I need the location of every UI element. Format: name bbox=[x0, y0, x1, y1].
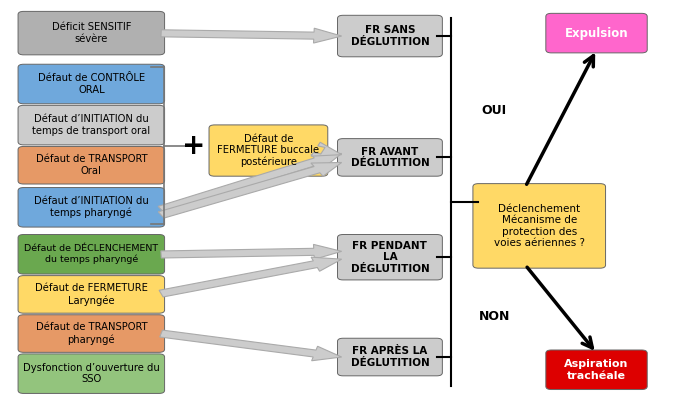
Text: Dysfonction d’ouverture du
SSO: Dysfonction d’ouverture du SSO bbox=[23, 363, 160, 384]
Text: Défaut de CONTRÔLE
ORAL: Défaut de CONTRÔLE ORAL bbox=[38, 73, 145, 95]
Polygon shape bbox=[161, 28, 342, 43]
Text: Aspiration
trachéale: Aspiration trachéale bbox=[564, 359, 629, 381]
Text: Défaut de DÉCLENCHEMENT
du temps pharyngé: Défaut de DÉCLENCHEMENT du temps pharyng… bbox=[25, 244, 158, 264]
FancyBboxPatch shape bbox=[337, 15, 442, 57]
Polygon shape bbox=[159, 257, 342, 297]
Text: OUI: OUI bbox=[482, 104, 507, 117]
FancyBboxPatch shape bbox=[18, 276, 164, 313]
FancyBboxPatch shape bbox=[18, 187, 164, 227]
Polygon shape bbox=[311, 142, 342, 156]
FancyBboxPatch shape bbox=[209, 125, 328, 176]
Text: Déclenchement
Mécanisme de
protection des
voies aériennes ?: Déclenchement Mécanisme de protection de… bbox=[494, 204, 584, 248]
FancyBboxPatch shape bbox=[18, 12, 164, 55]
Polygon shape bbox=[158, 154, 342, 212]
FancyBboxPatch shape bbox=[337, 139, 442, 176]
Polygon shape bbox=[158, 162, 342, 218]
Text: Défaut de FERMETURE
Laryngée: Défaut de FERMETURE Laryngée bbox=[35, 283, 148, 306]
FancyBboxPatch shape bbox=[18, 105, 164, 145]
Text: Déficit SENSITIF
sévère: Déficit SENSITIF sévère bbox=[52, 22, 131, 44]
Text: Défaut d’INITIATION du
temps de transport oral: Défaut d’INITIATION du temps de transpor… bbox=[32, 114, 150, 136]
Text: FR APRÈS LA
DÉGLUTITION: FR APRÈS LA DÉGLUTITION bbox=[351, 346, 429, 368]
Text: FR SANS
DÉGLUTITION: FR SANS DÉGLUTITION bbox=[351, 25, 429, 47]
FancyBboxPatch shape bbox=[337, 235, 442, 280]
Text: Défaut de
FERMETURE buccale
postérieure: Défaut de FERMETURE buccale postérieure bbox=[217, 134, 319, 168]
Text: Défaut de TRANSPORT
Oral: Défaut de TRANSPORT Oral bbox=[36, 154, 147, 176]
FancyBboxPatch shape bbox=[18, 315, 164, 353]
Polygon shape bbox=[160, 330, 342, 361]
FancyBboxPatch shape bbox=[18, 146, 164, 184]
FancyBboxPatch shape bbox=[546, 350, 648, 389]
FancyBboxPatch shape bbox=[18, 64, 164, 104]
Text: Défaut de TRANSPORT
pharyngé: Défaut de TRANSPORT pharyngé bbox=[36, 322, 147, 345]
FancyBboxPatch shape bbox=[337, 338, 442, 376]
Polygon shape bbox=[161, 245, 342, 259]
Text: NON: NON bbox=[478, 310, 510, 324]
Text: +: + bbox=[182, 132, 205, 160]
FancyBboxPatch shape bbox=[18, 235, 164, 274]
FancyBboxPatch shape bbox=[473, 184, 606, 268]
Text: FR PENDANT
LA
DÉGLUTITION: FR PENDANT LA DÉGLUTITION bbox=[351, 241, 429, 274]
Text: FR AVANT
DÉGLUTITION: FR AVANT DÉGLUTITION bbox=[351, 146, 429, 168]
Text: Défaut d’INITIATION du
temps pharyngé: Défaut d’INITIATION du temps pharyngé bbox=[34, 196, 148, 218]
Text: Expulsion: Expulsion bbox=[565, 27, 629, 40]
FancyBboxPatch shape bbox=[18, 354, 164, 393]
FancyBboxPatch shape bbox=[546, 13, 648, 53]
